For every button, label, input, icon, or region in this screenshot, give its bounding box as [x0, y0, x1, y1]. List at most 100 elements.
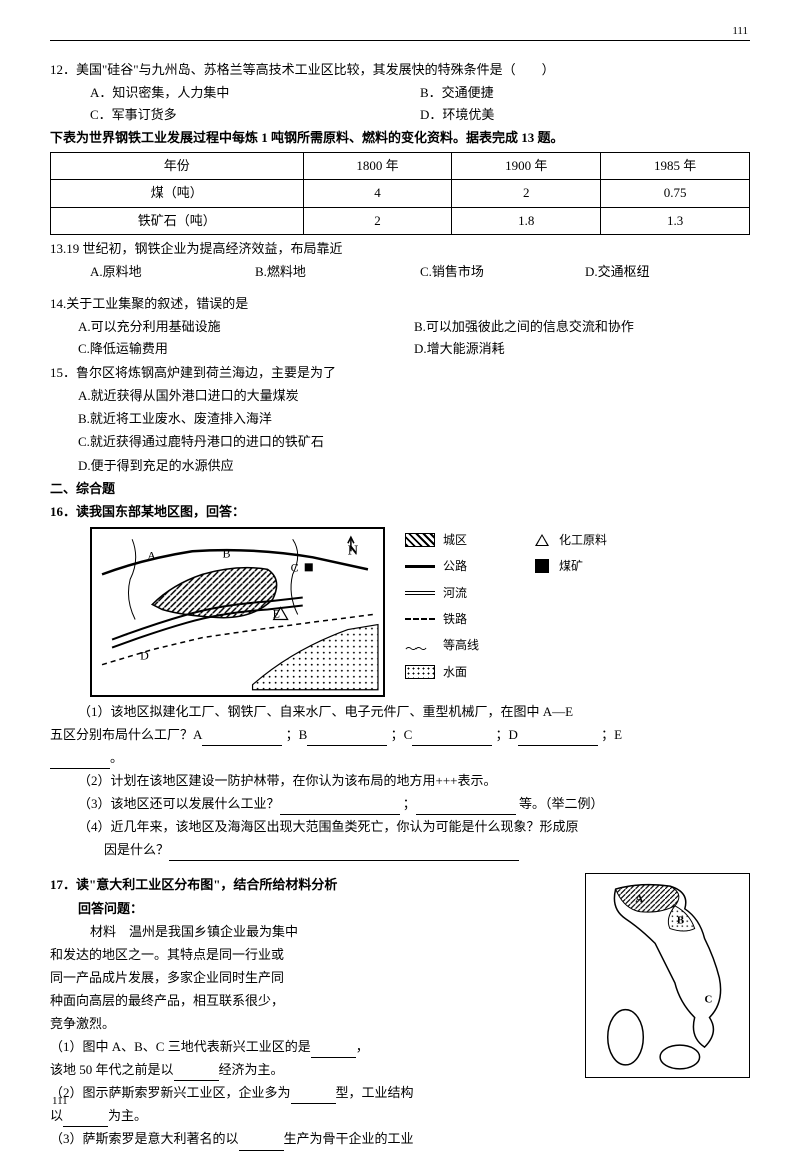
wave-line-icon — [405, 642, 435, 650]
q16-s4b: 因是什么？ — [104, 842, 169, 857]
legend-water: 水面 — [443, 659, 467, 685]
blank — [169, 847, 519, 861]
steel-table: 年份 1800 年 1900 年 1985 年 煤（吨） 4 2 0.75 铁矿… — [50, 152, 750, 234]
page-number-bottom: 111 — [52, 1095, 68, 1107]
blank — [280, 801, 400, 815]
legend-city: 城区 — [443, 527, 467, 553]
q16-s3c: 等。（举二例） — [519, 796, 604, 811]
td: 1.3 — [601, 207, 750, 234]
td: 1.8 — [452, 207, 601, 234]
q16-s1b: 五区分别布局什么工厂？A — [50, 727, 202, 742]
th-1985: 1985 年 — [601, 153, 750, 180]
italy-label-a: A — [635, 893, 643, 905]
q17-s2c-line: 以为主。 — [50, 1105, 575, 1127]
q13-text: 13.19 世纪初，钢铁企业为提高经济效益，布局靠近 — [50, 238, 750, 260]
legend-coal: 煤矿 — [559, 553, 583, 579]
q16-s1b-c: ；C — [391, 727, 413, 742]
legend-road: 公路 — [443, 553, 467, 579]
table-row: 煤（吨） 4 2 0.75 — [51, 180, 750, 207]
q15-opt-d: D.便于得到充足的水源供应 — [50, 455, 750, 477]
contour-line2 — [128, 539, 135, 619]
q13-opt-d: D.交通枢纽 — [585, 261, 750, 283]
coal-marker — [305, 563, 313, 571]
blank — [202, 732, 282, 746]
q17-p4: 竞争激烈。 — [50, 1013, 575, 1035]
q16-s1b-e: ；E — [601, 727, 622, 742]
legend-contour: 等高线 — [443, 632, 479, 658]
blank — [239, 1137, 284, 1151]
q17-s2d: 为主。 — [108, 1108, 147, 1123]
map-svg: A B C D E N — [92, 529, 383, 695]
q14-opt-a: A.可以充分利用基础设施 — [78, 316, 414, 338]
q17-s1c: 该地 50 年代之前是以 — [50, 1062, 174, 1077]
blank — [412, 732, 492, 746]
q17-s1b: ， — [356, 1039, 369, 1054]
q17-s2a: （2）图示萨斯索罗新兴工业区，企业多为 — [50, 1085, 291, 1100]
q17-title2: 回答问题： — [50, 898, 575, 920]
q17-s3b: 生产为骨干企业的工业 — [284, 1131, 414, 1146]
italy-map: A B C — [585, 873, 750, 1078]
q17-s2-line: （2）图示萨斯索罗新兴工业区，企业多为型，工业结构 — [50, 1082, 575, 1104]
q12-text: 12．美国"硅谷"与九州岛、苏格兰等高技术工业区比较，其发展快的特殊条件是（ ） — [50, 59, 750, 81]
label-b: B — [222, 546, 230, 560]
dash-line-icon — [405, 618, 435, 620]
q17-s1c-line: 该地 50 年代之前是以经济为主。 — [50, 1059, 575, 1081]
blank — [63, 1113, 108, 1127]
solid-line-icon — [405, 565, 435, 568]
dot-fill-icon — [405, 665, 435, 679]
q13-opt-c: C.销售市场 — [420, 261, 585, 283]
square-icon — [535, 559, 549, 573]
q14-text: 14.关于工业集聚的叙述，错误的是 — [50, 293, 750, 315]
legend-chem: 化工原料 — [559, 527, 607, 553]
q16-s1c: 。 — [50, 747, 750, 769]
sicily — [660, 1046, 700, 1070]
q16-s1a: （1）该地区拟建化工厂、钢铁厂、自来水厂、电子元件厂、重型机械厂，在图中 A—E — [50, 701, 750, 723]
q17-p2: 同一产品成片发展，多家企业同时生产同 — [50, 967, 575, 989]
hatch-icon — [405, 533, 435, 547]
contour-line — [291, 539, 298, 614]
q16-s1b-line: 五区分别布局什么工厂？A ；B ；C ；D ；E — [50, 724, 750, 746]
th-1800: 1800 年 — [303, 153, 452, 180]
q17-text-block: 17．读"意大利工业区分布图"，结合所给材料分析 回答问题： 材料 温州是我国乡… — [50, 873, 575, 1151]
th-year: 年份 — [51, 153, 304, 180]
blank — [174, 1067, 219, 1081]
city-area — [152, 567, 276, 617]
page-number-top: 111 — [732, 25, 748, 37]
q17-s1-line: （1）图中 A、B、C 三地代表新兴工业区的是 ， — [50, 1036, 575, 1058]
q17-material: 材料 温州是我国乡镇企业最为集中 — [50, 921, 575, 943]
q17-s1a: （1）图中 A、B、C 三地代表新兴工业区的是 — [50, 1039, 311, 1054]
label-a: A — [147, 548, 156, 562]
q16-title: 16．读我国东部某地区图，回答： — [50, 501, 750, 523]
table-intro: 下表为世界钢铁工业发展过程中每炼 1 吨钢所需原料、燃料的变化资料。据表完成 1… — [50, 127, 750, 149]
td: 4 — [303, 180, 452, 207]
q16-map: A B C D E N — [90, 527, 385, 697]
legend-river: 河流 — [443, 580, 467, 606]
td: 0.75 — [601, 180, 750, 207]
table-row: 年份 1800 年 1900 年 1985 年 — [51, 153, 750, 180]
q16-s1b-d: ；D — [495, 727, 517, 742]
blank — [518, 732, 598, 746]
td: 煤（吨） — [51, 180, 304, 207]
q14-opt-c: C.降低运输费用 — [78, 338, 414, 360]
q14-opt-d: D.增大能源消耗 — [414, 338, 750, 360]
q15-text: 15．鲁尔区将炼钢高炉建到荷兰海边，主要是为了 — [50, 362, 750, 384]
q16-s1c-text: 。 — [110, 750, 123, 765]
q17-p1: 和发达的地区之一。其特点是同一行业或 — [50, 944, 575, 966]
q17-p3: 种面向高层的最终产品，相互联系很少， — [50, 990, 575, 1012]
label-c: C — [291, 560, 299, 574]
document-content: 12．美国"硅谷"与九州岛、苏格兰等高技术工业区比较，其发展快的特殊条件是（ ）… — [50, 59, 750, 1152]
q12-opt-d: D．环境优美 — [420, 104, 750, 126]
section-2-title: 二、综合题 — [50, 478, 750, 500]
blank — [307, 732, 387, 746]
blank — [50, 755, 110, 769]
q16-s1b-b: ；B — [286, 727, 308, 742]
header-rule — [50, 40, 750, 41]
q16-s2: （2）计划在该地区建设一防护林带，在你认为该布局的地方用+++表示。 — [50, 770, 750, 792]
q16-s4a: （4）近几年来，该地区及海海区出现大范围鱼类死亡，你认为可能是什么现象？形成原 — [50, 816, 750, 838]
label-d: D — [140, 648, 149, 662]
triangle-icon — [535, 534, 549, 546]
q16-s3: （3）该地区还可以发展什么工业？ — [78, 796, 280, 811]
north-label: N — [348, 542, 358, 558]
q13-opt-a: A.原料地 — [90, 261, 255, 283]
th-1900: 1900 年 — [452, 153, 601, 180]
